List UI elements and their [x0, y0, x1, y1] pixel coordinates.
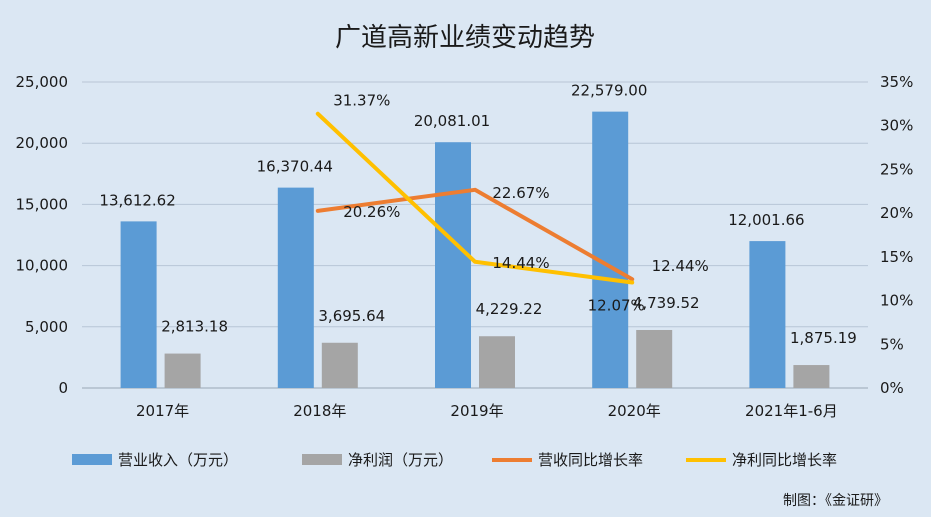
y2-tick-label: 30% — [880, 117, 913, 135]
profit-bar — [164, 353, 201, 388]
legend-profit: 净利润（万元） — [302, 451, 453, 469]
revenue-growth-label: 12.44% — [652, 257, 709, 275]
profit-bar — [479, 336, 515, 388]
revenue-bar-label: 20,081.01 — [414, 112, 490, 130]
chart-title: 广道高新业绩变动趋势 — [335, 23, 595, 53]
profit-growth-label: 12.07% — [588, 296, 645, 314]
y-tick-label: 5,000 — [25, 318, 68, 336]
x-tick-label: 2021年1-6月 — [745, 402, 838, 420]
revenue-bar-label: 16,370.44 — [257, 158, 333, 176]
bar-group — [120, 111, 830, 388]
x-tick-label: 2019年 — [450, 402, 503, 420]
profit-growth-line — [315, 111, 635, 285]
revenue-bar-label: 22,579.00 — [571, 82, 647, 100]
line-group — [315, 111, 635, 285]
y-tick-label: 15,000 — [16, 195, 69, 213]
profit-bar — [636, 329, 673, 388]
x-axis: 2017年 2018年 2019年 2020年 2021年1-6月 — [136, 402, 838, 420]
y-tick-label: 25,000 — [16, 73, 69, 91]
legend-profit-growth: 净利同比增长率 — [686, 451, 837, 469]
revenue-bar — [277, 187, 314, 388]
legend-profit-label: 净利润（万元） — [348, 451, 453, 469]
revenue-bar — [749, 241, 786, 388]
legend-profit-growth-label: 净利同比增长率 — [732, 451, 837, 469]
profit-bar-label: 1,875.19 — [790, 329, 857, 347]
legend-revenue: 营业收入（万元） — [72, 451, 238, 469]
revenue-bar — [120, 221, 157, 388]
legend-revenue-growth: 营收同比增长率 — [492, 451, 643, 469]
y2-tick-label: 0% — [880, 379, 904, 397]
y-axis-left: 0 5,000 10,000 15,000 20,000 25,000 — [16, 73, 69, 397]
revenue-bar — [435, 142, 471, 388]
source-note: 制图：《金证研》 — [783, 493, 888, 509]
revenue-growth-line — [315, 187, 635, 282]
y-tick-label: 20,000 — [16, 134, 69, 152]
profit-bar — [321, 342, 358, 388]
data-label-group: 13,612.62 16,370.44 20,081.01 22,579.00 12,0… — [99, 82, 856, 347]
y2-tick-label: 20% — [880, 204, 913, 222]
revenue-growth-label: 22.67% — [492, 184, 549, 202]
y2-tick-label: 15% — [880, 248, 913, 266]
y-tick-label: 0 — [58, 379, 68, 397]
profit-bar-label: 4,739.52 — [633, 294, 700, 312]
legend-revenue-label: 营业收入（万元） — [118, 451, 238, 469]
gridlines — [82, 81, 868, 389]
profit-growth-label: 31.37% — [333, 92, 390, 110]
y-tick-label: 10,000 — [16, 257, 69, 275]
y2-tick-label: 25% — [880, 160, 913, 178]
y2-tick-label: 10% — [880, 292, 913, 310]
legend-profit-swatch — [302, 454, 342, 465]
revenue-growth-label: 20.26% — [343, 203, 400, 221]
x-tick-label: 2020年 — [608, 402, 661, 420]
revenue-bar-label: 13,612.62 — [99, 191, 175, 209]
x-tick-label: 2017年 — [136, 402, 189, 420]
x-tick-label: 2018年 — [293, 402, 346, 420]
y-axis-right: 0% 5% 10% 15% 20% 25% 30% 35% — [880, 73, 913, 397]
profit-bar-label: 3,695.64 — [318, 307, 385, 325]
revenue-bar-label: 12,001.66 — [728, 211, 804, 229]
legend-revenue-swatch — [72, 454, 112, 465]
profit-bar-label: 4,229.22 — [476, 300, 543, 318]
profit-growth-label: 14.44% — [492, 254, 549, 272]
revenue-bar — [592, 111, 629, 388]
y2-tick-label: 5% — [880, 335, 904, 353]
profit-bar — [793, 365, 830, 388]
legend-revenue-growth-label: 营收同比增长率 — [538, 451, 643, 469]
legend: 营业收入（万元） 净利润（万元） 营收同比增长率 净利同比增长率 — [72, 451, 837, 469]
y2-tick-label: 35% — [880, 73, 913, 91]
profit-bar-label: 2,813.18 — [161, 318, 228, 336]
